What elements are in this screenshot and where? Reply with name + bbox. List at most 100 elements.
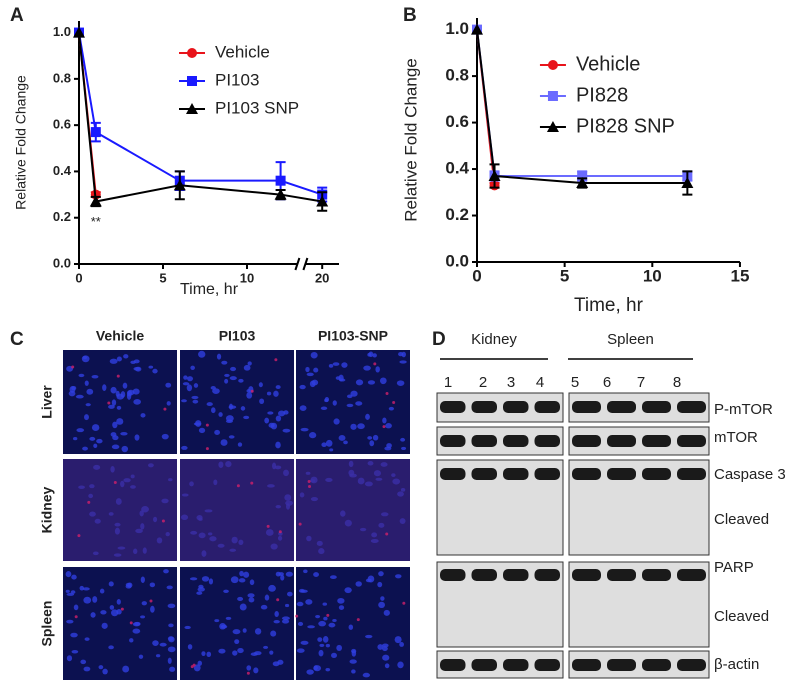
nucleus <box>225 616 232 620</box>
marker <box>275 175 286 186</box>
nucleus <box>321 442 327 448</box>
x-axis-label: Time, hr <box>574 295 644 316</box>
nucleus <box>239 603 247 611</box>
nucleus <box>322 602 328 606</box>
nucleus <box>238 578 246 583</box>
stain <box>382 425 386 429</box>
series-line <box>476 29 688 184</box>
nucleus <box>133 548 138 555</box>
nucleus <box>348 624 354 630</box>
nucleus <box>120 480 125 488</box>
lane-label: 2 <box>479 374 487 391</box>
nucleus <box>140 576 145 583</box>
nucleus <box>272 661 280 667</box>
nucleus <box>310 476 318 484</box>
nucleus <box>216 353 222 360</box>
band <box>677 659 706 671</box>
marker <box>547 91 558 101</box>
nucleus <box>350 390 358 397</box>
nucleus <box>351 648 357 654</box>
nucleus <box>306 535 312 542</box>
nucleus <box>325 667 331 672</box>
nucleus <box>237 647 244 654</box>
nucleus <box>123 354 129 359</box>
nucleus <box>380 512 389 517</box>
stain <box>274 358 278 362</box>
panel-label: B <box>403 5 417 26</box>
nucleus <box>357 423 365 430</box>
nucleus <box>395 574 402 579</box>
nucleus <box>167 657 172 664</box>
nucleus <box>125 582 132 587</box>
nucleus <box>140 615 146 619</box>
nucleus <box>82 587 90 591</box>
y-tick-label: 0.0 <box>445 251 469 270</box>
nucleus <box>373 470 381 477</box>
band <box>534 569 560 581</box>
marker <box>187 76 197 86</box>
column-header: PI103-SNP <box>318 328 388 344</box>
nucleus <box>225 419 233 423</box>
nucleus <box>401 446 407 451</box>
nucleus <box>300 427 309 432</box>
nucleus <box>168 623 174 628</box>
nucleus <box>310 351 318 359</box>
nucleus <box>362 672 370 678</box>
nucleus <box>166 585 173 590</box>
nucleus <box>83 596 92 604</box>
legend-label: PI828 SNP <box>576 115 675 137</box>
nucleus <box>122 382 128 389</box>
nucleus <box>141 505 149 513</box>
nucleus <box>247 361 252 366</box>
nucleus <box>310 496 319 502</box>
nucleus <box>189 577 198 581</box>
stain <box>356 618 360 622</box>
nucleus <box>270 543 278 550</box>
nucleus <box>224 378 229 384</box>
stain <box>307 479 311 483</box>
stain <box>120 607 124 611</box>
nucleus <box>268 584 276 592</box>
y-tick-label: 0.6 <box>53 117 71 132</box>
stain <box>116 374 120 378</box>
stain <box>205 447 209 451</box>
stain <box>250 389 254 393</box>
nucleus <box>392 478 401 485</box>
nucleus <box>318 649 324 657</box>
nucleus <box>232 629 241 635</box>
nucleus <box>385 423 392 429</box>
x-tick-label: 20 <box>315 270 329 285</box>
nucleus <box>121 445 129 453</box>
panel-label: D <box>432 329 446 350</box>
nucleus <box>280 574 285 581</box>
nucleus <box>234 639 240 645</box>
nucleus <box>132 628 141 634</box>
band <box>503 435 529 447</box>
nucleus <box>206 402 213 407</box>
nucleus <box>247 593 255 598</box>
nucleus <box>348 460 354 468</box>
nucleus <box>328 622 336 628</box>
nucleus <box>129 638 134 643</box>
nucleus <box>110 465 115 473</box>
nucleus <box>397 491 404 497</box>
nucleus <box>258 382 263 388</box>
nucleus <box>218 648 226 654</box>
nucleus <box>148 365 154 369</box>
nucleus <box>305 366 310 373</box>
nucleus <box>336 644 343 652</box>
x-axis-label: Time, hr <box>180 281 239 298</box>
blot-label: PARP <box>714 559 754 576</box>
nucleus <box>117 546 126 550</box>
nucleus <box>363 365 371 371</box>
stain <box>392 401 396 405</box>
band <box>642 435 671 447</box>
stain <box>77 534 81 538</box>
nucleus <box>70 590 76 594</box>
lane-label: 4 <box>536 374 544 391</box>
stain <box>236 484 240 488</box>
nucleus <box>142 547 147 554</box>
nucleus <box>184 625 191 630</box>
nucleus <box>359 527 367 532</box>
